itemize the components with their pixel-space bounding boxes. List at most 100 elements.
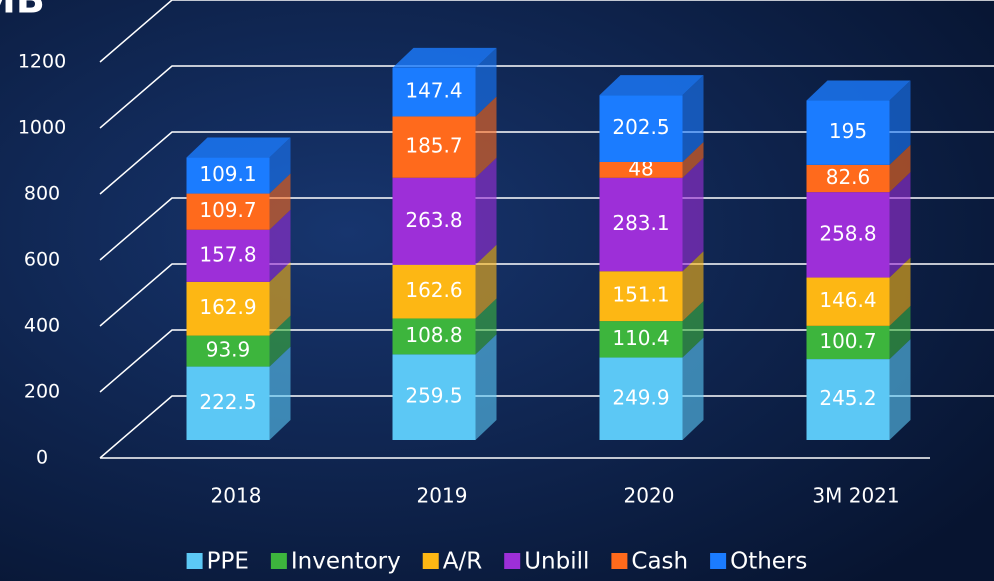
x-tick-label: 2018 [211,484,262,508]
value-label: 258.8 [819,221,876,245]
bar-side [682,337,704,440]
bar [392,318,476,355]
bar [186,193,270,230]
bar-side [889,172,911,278]
bar-side [475,244,497,319]
value-label: 202.5 [612,115,669,139]
bar-side [475,334,497,440]
value-label: 108.8 [405,323,462,347]
bar-top [599,75,704,96]
bar [599,161,683,178]
bar [186,366,270,440]
value-label: 147.4 [405,79,462,103]
bar [599,95,683,162]
bar [806,192,890,278]
bar-side [475,157,497,265]
legend-swatch [710,553,727,569]
value-label: 110.4 [612,326,669,350]
bar [806,164,890,193]
bar [392,177,476,265]
grid-line [99,395,994,459]
legend-label: A/R [443,549,482,575]
y-tick-label: 200 [24,381,60,403]
grid-line [99,0,994,63]
bar-side [889,339,911,440]
chart-title: MB [0,0,45,22]
legend-swatch [504,553,521,569]
bar [392,67,476,117]
value-label: 109.1 [199,162,256,186]
x-tick-label: 3M 2021 [812,484,899,508]
bar-side [889,257,911,326]
bar-side [682,157,704,272]
value-label: 93.9 [206,338,251,362]
legend-label: Inventory [291,549,401,575]
legend-swatch [186,553,203,569]
bar [806,325,890,360]
x-tick-label: 2019 [417,484,468,508]
bar [806,100,890,165]
bar-side [889,80,911,165]
bar [599,357,683,440]
grid-line [99,131,994,195]
bar-side [269,173,291,230]
value-label: 245.2 [819,386,876,410]
value-label: 157.8 [199,242,256,266]
bar-side [269,261,291,336]
legend-swatch [270,553,287,569]
bar-side [889,144,911,193]
bar-side [682,75,704,162]
value-label: 162.9 [199,295,256,319]
y-tick-label: 400 [24,315,60,337]
bar [599,321,683,358]
value-label: 146.4 [819,288,876,312]
bar-side [682,251,704,322]
value-label: 263.8 [405,208,462,232]
bar [186,281,270,336]
bar-side [269,315,291,367]
bar [806,277,890,326]
legend-label: Cash [631,549,688,575]
bar-side [682,141,704,178]
value-label: 249.9 [612,385,669,409]
legend-label: Unbill [524,549,589,575]
value-label: 195 [829,119,867,143]
legend-label: Others [730,549,807,575]
value-label: 100.7 [819,329,876,353]
value-label: 222.5 [199,390,256,414]
y-tick-label: 0 [36,447,48,469]
grid-line [99,65,994,129]
bar-side [889,305,911,360]
value-label: 151.1 [612,283,669,307]
bar-side [269,346,291,440]
x-tick-label: 2020 [624,484,675,508]
value-label: 283.1 [612,211,669,235]
legend-swatch [422,553,439,569]
bar-side [475,298,497,355]
value-label: 82.6 [826,165,871,189]
legend-swatch [611,553,628,569]
grid-line [99,197,994,261]
bar [392,354,476,440]
bar [186,229,270,282]
bar [599,271,683,322]
y-tick-label: 1200 [18,51,66,73]
bar-side [269,209,291,282]
bar [392,264,476,319]
bar-side [475,96,497,178]
y-tick-label: 1000 [18,117,66,139]
y-tick-label: 600 [24,249,60,271]
bar-top [392,47,497,68]
bar [806,359,890,440]
bar [186,157,270,194]
bar-side [475,47,497,117]
grid-line [99,263,994,327]
bar [186,335,270,367]
value-label: 185.7 [405,134,462,158]
bar-side [682,301,704,358]
value-label: 259.5 [405,384,462,408]
legend-label: PPE [207,549,249,575]
bar [392,116,476,178]
